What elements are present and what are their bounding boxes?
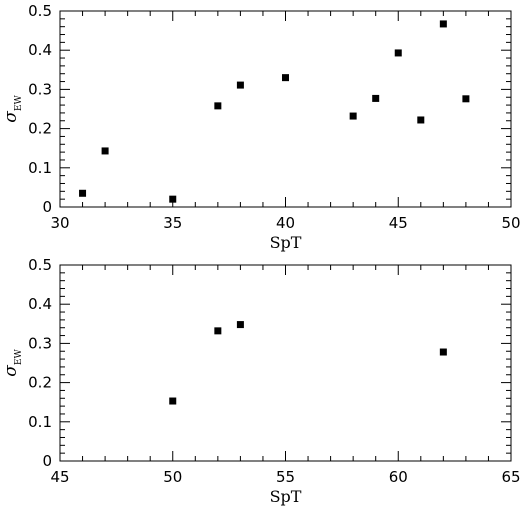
x-tick-label: 45 — [50, 468, 69, 486]
y-tick-label: 0 — [42, 452, 52, 470]
y-tick-label: 0.4 — [28, 295, 52, 313]
data-point — [169, 195, 177, 203]
y-tick-label: 0.1 — [28, 159, 52, 177]
data-point — [101, 147, 109, 155]
x-tick-label: 50 — [501, 214, 520, 232]
data-point — [394, 49, 402, 57]
y-tick-label: 0.3 — [28, 80, 52, 98]
y-tick-label: 0.2 — [28, 374, 52, 392]
x-tick-label: 30 — [50, 214, 69, 232]
data-point — [462, 95, 470, 103]
x-tick-label: 55 — [276, 468, 295, 486]
x-axis-title: SpT — [270, 487, 302, 506]
data-point — [439, 20, 447, 28]
y-tick-label: 0 — [42, 198, 52, 216]
x-tick-label: 35 — [163, 214, 182, 232]
data-point — [282, 74, 289, 82]
y-tick-label: 0.4 — [28, 41, 52, 59]
plot-frame — [59, 264, 512, 462]
y-tick-label: 0.2 — [28, 120, 52, 138]
plot-panel-1: 30 35 40 45 50 0 0.1 0.2 0.3 0.4 0.5 SpT σEW — [1, 2, 521, 252]
data-point — [236, 81, 244, 89]
plot-panel-2: 45 50 55 60 65 0 0.1 0.2 0.3 0.4 0.5 SpT σEW — [1, 256, 521, 506]
x-tick-label: 40 — [276, 214, 295, 232]
y-tick-label: 0.5 — [28, 256, 52, 274]
x-tick-label: 60 — [389, 468, 408, 486]
y-axis-title: σEW — [1, 349, 24, 377]
data-point — [214, 102, 222, 110]
data-point — [169, 397, 177, 405]
x-tick-label: 45 — [389, 214, 408, 232]
x-tick-label: 65 — [501, 468, 520, 486]
y-tick-label: 0.1 — [28, 413, 52, 431]
y-tick-label: 0.5 — [28, 2, 52, 20]
data-point — [349, 112, 357, 120]
data-point — [236, 321, 244, 329]
y-axis-title: σEW — [1, 95, 24, 123]
data-point — [214, 327, 222, 335]
y-tick-label: 0.3 — [28, 334, 52, 352]
plot-frame — [59, 10, 512, 208]
data-point — [439, 348, 447, 356]
data-point — [372, 94, 380, 102]
x-tick-label: 50 — [163, 468, 182, 486]
data-point — [79, 189, 87, 197]
data-point — [417, 116, 425, 124]
x-axis-title: SpT — [270, 233, 302, 252]
